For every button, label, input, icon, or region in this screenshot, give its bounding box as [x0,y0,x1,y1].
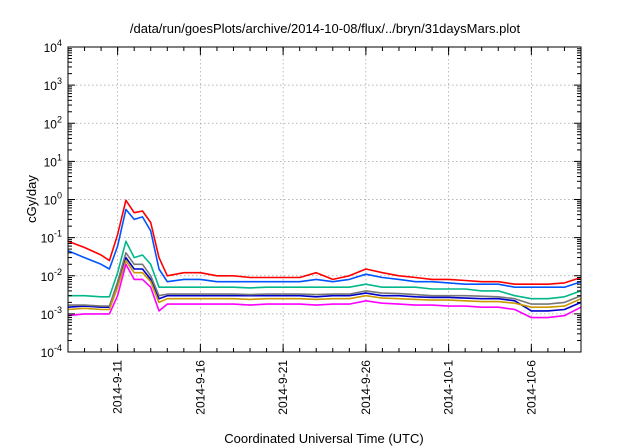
series-line-1 [67,199,582,286]
y-tick-base: 10 [44,117,58,131]
x-axis-label: Coordinated Universal Time (UTC) [224,431,423,446]
y-tick-base: 10 [41,308,55,322]
y-tick-exponent: 2 [57,114,62,124]
x-tick-label: 2014-9-21 [276,360,290,415]
y-tick-exponent: -3 [54,305,62,315]
y-tick-label: 10-1 [41,229,62,246]
series-line-7 [67,263,582,319]
series-line-4 [67,256,582,312]
y-tick-exponent: 4 [57,38,62,48]
y-tick-label: 100 [44,191,62,208]
chart-title: /data/run/goesPlots/archive/2014-10-08/f… [130,21,521,36]
series-line-3 [68,240,582,300]
y-tick-base: 10 [44,194,58,208]
x-axis-ticks: 2014-9-11 2014-9-16 2014-9-21 2014-9-26 2014… [67,47,582,415]
y-tick-exponent: 1 [57,152,62,162]
y-tick-base: 10 [41,346,55,360]
y-tick-label: 104 [44,38,62,55]
y-tick-exponent: 0 [57,191,62,201]
y-tick-label: 103 [44,76,62,93]
series-line-6 [67,259,582,311]
y-tick-label: 10-2 [41,267,62,284]
y-tick-exponent: -2 [54,267,62,277]
y-tick-base: 10 [41,232,55,246]
x-tick-label: 2014-9-16 [193,360,207,415]
y-tick-label: 10-3 [41,305,62,322]
y-tick-base: 10 [44,79,58,93]
y-tick-label: 101 [44,152,62,169]
y-tick-exponent: -4 [54,343,62,353]
x-tick-label: 2014-10-6 [524,360,538,415]
y-tick-label: 10-4 [41,343,62,360]
y-tick-label: 102 [44,114,62,131]
y-tick-exponent: 3 [57,76,62,86]
y-tick-exponent: -1 [54,229,62,239]
series-line-2 [67,208,582,289]
y-axis-label: cGy/day [24,175,39,223]
y-tick-base: 10 [44,41,58,55]
x-tick-label: 2014-9-26 [359,360,373,415]
x-tick-label: 2014-9-11 [111,360,125,414]
y-tick-base: 10 [44,155,58,169]
series-layer [67,199,582,319]
grid-layer [68,46,581,353]
series-line-5 [68,252,582,307]
y-tick-base: 10 [41,270,55,284]
x-tick-label: 2014-10-1 [442,360,456,415]
